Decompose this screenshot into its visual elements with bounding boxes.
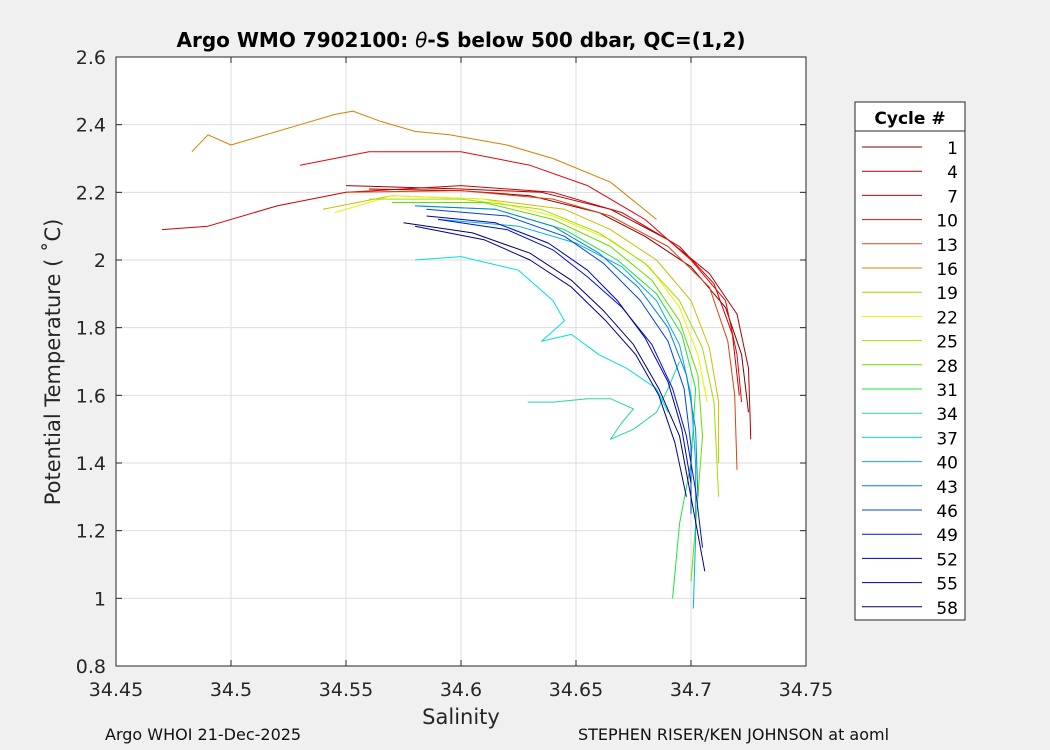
series-line-cycle-55 — [414, 225, 687, 497]
series-line-cycle-34 — [527, 361, 680, 440]
x-axis-label: Salinity — [422, 705, 500, 729]
series-layer — [161, 110, 752, 609]
legend-label-cycle-16: 16 — [936, 260, 958, 280]
y-tick-label: 2.4 — [76, 115, 106, 137]
series-line-cycle-37 — [414, 256, 669, 413]
legend-label-cycle-28: 28 — [936, 357, 958, 377]
footer-left: Argo WHOI 21-Dec-2025 — [105, 725, 302, 744]
legend: Cycle # 1 4 7 10 13 16 19 22 25 28 31 34 37 40 43 46 49 5… — [854, 101, 966, 621]
chart-title: Argo WMO 7902100: θ-S below 500 dbar, QC… — [177, 28, 746, 52]
legend-label-cycle-1: 1 — [947, 139, 958, 159]
legend-label-cycle-37: 37 — [936, 429, 958, 449]
series-line-cycle-16 — [191, 110, 657, 220]
y-tick-label: 1.8 — [76, 318, 106, 340]
y-axis-label: Potential Temperature ( ˚C) — [41, 219, 65, 506]
x-tick-label: 34.55 — [319, 679, 373, 701]
legend-entries: 1 4 7 10 13 16 19 22 25 28 31 34 37 40 43 46 49 52 55 58 — [862, 139, 958, 619]
legend-label-cycle-55: 55 — [936, 575, 958, 595]
legend-label-cycle-40: 40 — [936, 454, 958, 474]
legend-label-cycle-31: 31 — [936, 381, 958, 401]
series-line-cycle-13 — [345, 190, 738, 470]
series-line-cycle-52 — [426, 215, 692, 484]
y-tick-label: 1.4 — [76, 453, 106, 475]
y-tick-label: 1.6 — [76, 385, 106, 407]
x-tick-label: 34.75 — [779, 679, 833, 701]
series-line-cycle-43 — [414, 205, 699, 497]
y-tick-label: 2.6 — [76, 47, 106, 69]
x-tick-label: 34.7 — [670, 679, 712, 701]
y-tick-label: 2.2 — [76, 182, 106, 204]
series-line-cycle-58 — [403, 222, 706, 572]
legend-label-cycle-58: 58 — [936, 599, 958, 619]
legend-label-cycle-46: 46 — [936, 502, 958, 522]
series-line-cycle-46 — [426, 208, 692, 514]
x-tick-label: 34.45 — [89, 679, 143, 701]
series-line-cycle-10 — [299, 151, 743, 403]
legend-label-cycle-7: 7 — [947, 187, 958, 207]
x-tick-label: 34.6 — [440, 679, 482, 701]
series-line-cycle-49 — [437, 218, 703, 548]
legend-label-cycle-4: 4 — [947, 163, 958, 183]
legend-label-cycle-49: 49 — [936, 526, 958, 546]
legend-label-cycle-43: 43 — [936, 478, 958, 498]
legend-label-cycle-19: 19 — [936, 284, 958, 304]
series-line-cycle-7 — [161, 185, 740, 396]
y-tick-label: 1 — [94, 588, 106, 610]
y-tick-label: 1.2 — [76, 521, 106, 543]
legend-label-cycle-25: 25 — [936, 333, 958, 353]
legend-label-cycle-34: 34 — [936, 405, 958, 425]
legend-label-cycle-52: 52 — [936, 550, 958, 570]
series-line-cycle-28 — [392, 202, 703, 582]
legend-label-cycle-13: 13 — [936, 236, 958, 256]
legend-label-cycle-10: 10 — [936, 212, 958, 232]
y-axis-ticks: 0.8 1 1.2 1.4 1.6 1.8 2 2.2 2.4 2.6 — [76, 47, 806, 678]
x-axis-ticks: 34.45 34.5 34.55 34.6 34.65 34.7 34.75 — [89, 57, 833, 701]
x-tick-label: 34.65 — [549, 679, 603, 701]
legend-title: Cycle # — [874, 109, 945, 129]
y-tick-label: 0.8 — [76, 656, 106, 678]
legend-label-cycle-22: 22 — [936, 308, 958, 328]
footer-right: STEPHEN RISER/KEN JOHNSON at aoml — [578, 725, 890, 744]
series-line-cycle-40 — [437, 218, 697, 609]
x-tick-label: 34.5 — [210, 679, 252, 701]
series-line-cycle-22 — [334, 195, 708, 403]
y-tick-label: 2 — [94, 250, 106, 272]
series-line-cycle-25 — [369, 198, 720, 497]
